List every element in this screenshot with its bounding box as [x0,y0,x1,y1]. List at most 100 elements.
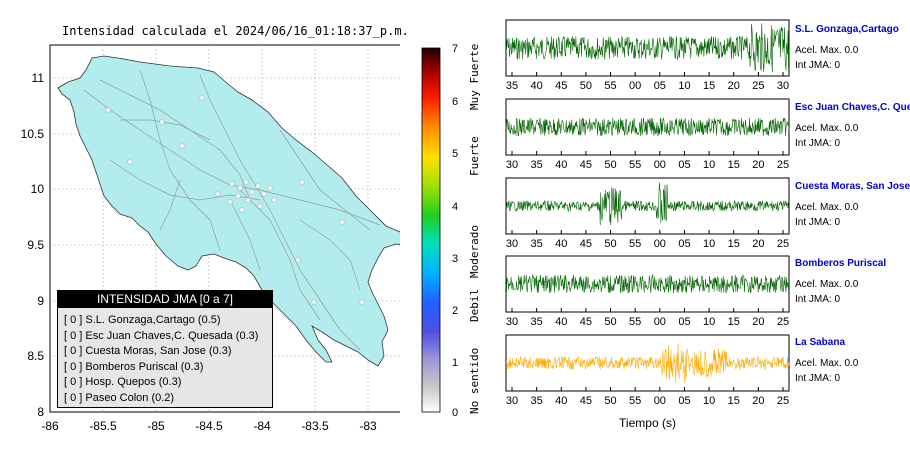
waveform-tick-label: 05 [654,80,666,92]
map-roads [83,69,381,351]
station-accel: Acel. Max. 0.0 [795,279,859,290]
waveform-tick-label: 25 [777,316,789,328]
legend-item: [ 0 ] Hosp. Quepos (0.3) [64,376,182,388]
waveform-tick-label: 45 [555,80,567,92]
waveform-tick-label: 00 [629,80,641,92]
station-int: Int JMA: 0 [795,373,841,384]
waveform-tick-label: 00 [654,395,666,407]
x-tick-m85: -85 [147,419,165,433]
station-name: Esc Juan Chaves,C. Quesada [795,102,910,113]
station-int: Int JMA: 0 [795,138,841,149]
x-tick-m84: -84 [253,419,271,433]
y-tick-8: 8 [37,405,44,419]
station-accel: Acel. Max. 0.0 [795,358,859,369]
station-int: Int JMA: 0 [795,294,841,305]
waveform-tick-label: 30 [506,159,518,171]
waveform-tick-label: 50 [604,238,616,250]
waveform-trace [505,23,790,73]
station-accel: Acel. Max. 0.0 [795,123,859,134]
waveform-tick-label: 10 [703,395,715,407]
waveform-tick-label: 10 [678,80,690,92]
waveform-tick-label: 00 [654,316,666,328]
colorbar-tick: 0 [452,407,458,419]
waveform-xlabel: Tiempo (s) [619,416,676,430]
colorbar-label-no-sentido: No sentido [468,348,481,414]
legend-item: [ 0 ] Bomberos Puriscal (0.3) [64,360,204,373]
colorbar-tick: 2 [452,305,458,317]
waveform-tick-label: 20 [752,316,764,328]
intensity-colorbar: 7 6 5 4 3 2 1 0 Muy Fuerte Fuerte Modera… [421,43,481,419]
station-name: S.L. Gonzaga,Cartago [795,24,899,35]
waveform-tick-label: 10 [703,316,715,328]
waveform-tick-label: 55 [629,395,641,407]
waveform-tick-label: 05 [678,316,690,328]
waveform-tick-label: 20 [728,80,740,92]
y-tick-11: 11 [32,71,45,85]
colorbar-gradient [421,47,441,413]
legend-header: INTENSIDAD JMA [0 a 7] [58,291,272,308]
station-info-3: Cuesta Moras, San Jose Acel. Max. 0.0 In… [795,181,910,228]
waveform-tick-label: 45 [580,395,592,407]
colorbar-tick: 5 [452,148,458,160]
waveform-tick-label: 55 [629,159,641,171]
colorbar-tick: 3 [452,253,458,265]
colorbar-tick: 1 [452,357,458,369]
waveform-tick-label: 05 [678,395,690,407]
waveform-tick-label: 55 [604,80,616,92]
colorbar-label-fuerte: Fuerte [468,136,481,176]
waveform-tick-label: 15 [728,238,740,250]
waveform-tick-label: 30 [506,316,518,328]
colorbar-label-moderado: Moderado [468,225,481,278]
waveform-trace [505,343,790,383]
waveform-tick-label: 35 [531,316,543,328]
waveform-tick-label: 45 [580,159,592,171]
waveform-tick-label: 40 [555,238,567,250]
station-name: Cuesta Moras, San Jose [795,181,910,192]
station-int: Int JMA: 0 [795,60,841,71]
waveform-tick-label: 30 [777,80,789,92]
y-tick-9-5: 9.5 [27,238,44,252]
station-info-5: La Sabana Acel. Max. 0.0 Int JMA: 0 [795,337,910,384]
station-accel: Acel. Max. 0.0 [795,45,859,56]
x-tick-m84-5: -84.5 [195,419,223,433]
map-x-axis: -86 -85.5 -85 -84.5 -84 -83.5 -83 [41,419,377,433]
x-tick-m83-5: -83.5 [301,419,329,433]
y-tick-9: 9 [37,294,44,308]
waveform-tick-label: 45 [580,316,592,328]
waveform-tick-label: 30 [506,395,518,407]
waveform-tick-label: 50 [604,159,616,171]
y-tick-10: 10 [31,182,45,196]
waveform-tick-label: 35 [531,159,543,171]
waveform-tick-label: 35 [506,80,518,92]
waveform-tick-label: 50 [604,316,616,328]
waveform-tick-label: 50 [604,395,616,407]
waveform-tick-label: 20 [752,395,764,407]
station-int: Int JMA: 0 [795,217,841,228]
waveform-tick-label: 25 [777,238,789,250]
waveform-tick-label: 55 [629,238,641,250]
waveform-tick-label: 05 [678,159,690,171]
station-name: Bomberos Puriscal [795,258,887,269]
waveform-tick-label: 15 [703,80,715,92]
waveform-tick-label: 25 [777,159,789,171]
colorbar-label-debil: Debil [468,289,481,322]
y-tick-10-5: 10.5 [21,127,45,141]
colorbar-tick: 4 [452,201,458,213]
waveform-tick-label: 50 [580,80,592,92]
colorbar-tick: 7 [452,43,458,55]
waveform-tick-label: 40 [555,159,567,171]
station-info-4: Bomberos Puriscal Acel. Max. 0.0 Int JMA… [795,258,910,305]
waveform-tick-label: 45 [580,238,592,250]
costa-rica-landmass [57,55,400,367]
waveform-tick-label: 10 [703,159,715,171]
waveform-tick-label: 40 [531,80,543,92]
legend-item: [ 0 ] Cuesta Moras, San Jose (0.3) [64,345,232,357]
waveform-tick-label: 15 [728,316,740,328]
legend-item: [ 0 ] S.L. Gonzaga,Cartago (0.5) [64,314,221,326]
y-tick-8-5: 8.5 [27,349,44,363]
waveform-tick-label: 40 [555,316,567,328]
waveform-tick-label: 20 [752,238,764,250]
x-tick-m86: -86 [41,419,59,433]
waveform-tick-label: 25 [777,395,789,407]
colorbar-label-muy-fuerte: Muy Fuerte [468,44,481,110]
